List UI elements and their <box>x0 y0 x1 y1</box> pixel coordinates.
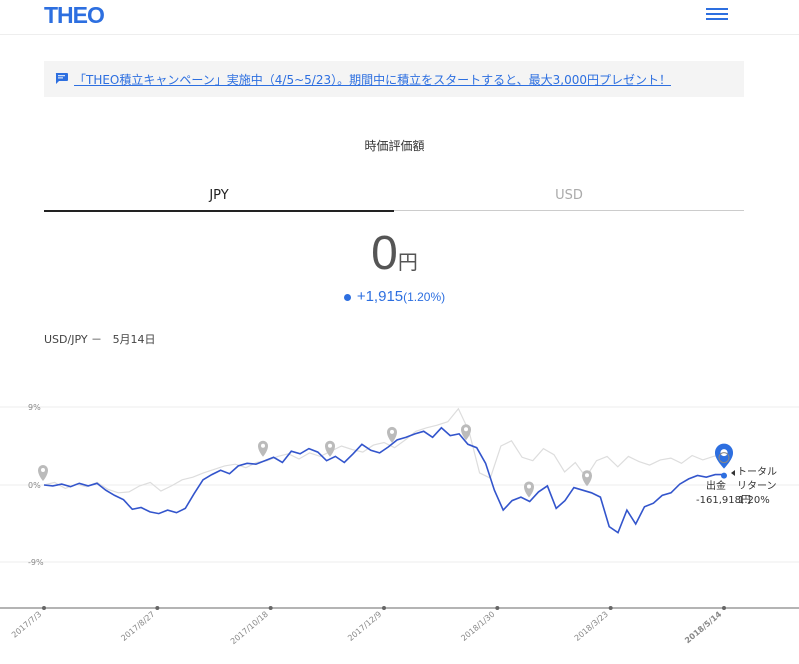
pin-body <box>524 481 534 498</box>
annotation-pct: 1.20% <box>738 495 770 506</box>
campaign-banner: 「THEO積立キャンペーン」実施中（4/5~5/23）。期間中に積立をスタートす… <box>44 61 744 97</box>
valuation-amount: 0円 <box>0 226 789 281</box>
end-pin-icon <box>715 443 733 469</box>
tick-dot <box>495 606 500 610</box>
end-ring <box>718 452 730 464</box>
x-tick-label: 2018/1/30 <box>459 610 496 643</box>
pin-hole <box>390 429 394 434</box>
pin-hole <box>328 443 332 448</box>
usd-jpy-rate: USD/JPY － 5月14日 <box>44 331 156 347</box>
hamburger-menu-icon[interactable] <box>706 8 728 22</box>
x-tick-label: 2018/5/14 <box>683 609 723 645</box>
tick-dot <box>608 606 613 610</box>
pin-hole <box>261 443 265 448</box>
annotation-出金: 出金 <box>706 479 726 492</box>
tick-dot <box>155 606 160 610</box>
tab-usd[interactable]: USD <box>394 188 744 211</box>
location-pin-icon <box>582 470 592 487</box>
location-pin-icon <box>258 440 268 457</box>
change-dot-icon <box>343 293 351 301</box>
tab-jpy[interactable]: JPY <box>44 188 394 212</box>
change-value: +1,915 <box>356 288 404 305</box>
amount-value: 0 <box>371 227 398 280</box>
end-pin-body <box>715 443 733 469</box>
location-pin-icon <box>387 426 397 443</box>
tick-dot <box>722 606 726 610</box>
pin-body <box>325 440 335 457</box>
tick-dot <box>268 606 273 610</box>
pin-hole <box>527 484 531 489</box>
pin-body <box>258 440 268 457</box>
tick-dot <box>42 606 46 610</box>
annotation-リターン: リターン <box>737 480 777 492</box>
pin-body <box>582 470 592 487</box>
grid-label: -9% <box>28 558 44 567</box>
top-bar: THEO <box>0 0 799 35</box>
rate-label: USD/JPY － <box>44 333 103 346</box>
pin-body <box>461 424 471 441</box>
grid-label: 0% <box>28 481 41 490</box>
location-pin-icon <box>461 424 471 441</box>
benchmark-line <box>43 407 725 494</box>
rate-date: 5月14日 <box>112 333 156 346</box>
pin-hole <box>585 473 589 478</box>
pin-hole <box>41 468 45 472</box>
location-pin-icon <box>325 440 335 457</box>
amount-unit: 円 <box>397 250 418 274</box>
pin-body <box>38 465 48 481</box>
annotation-arrow <box>731 470 735 476</box>
location-pin-icon <box>38 465 48 481</box>
grid-label: 9% <box>28 403 41 412</box>
valuation-change: +1,915(1.20%) <box>0 288 789 305</box>
location-pin-icon <box>524 481 534 498</box>
pin-hole <box>464 427 468 432</box>
end-point <box>721 472 727 479</box>
x-tick-label: 2018/3/23 <box>573 610 610 643</box>
message-icon <box>55 73 68 84</box>
x-tick-label: 2017/12/9 <box>346 610 383 643</box>
x-tick-label: 2017/10/18 <box>229 610 270 647</box>
x-tick-label: 2017/7/3 <box>10 610 43 640</box>
annotation-トータル: トータル <box>737 466 777 478</box>
theo-logo[interactable]: THEO <box>44 2 105 28</box>
pin-body <box>387 426 397 443</box>
section-title: 時価評価額 <box>364 139 425 153</box>
portfolio-line <box>43 426 724 534</box>
campaign-link[interactable]: 「THEO積立キャンペーン」実施中（4/5~5/23）。期間中に積立をスタートす… <box>74 73 671 87</box>
x-tick-label: 2017/8/27 <box>119 610 156 643</box>
annotation-value: -161,918円 <box>696 495 751 506</box>
change-percent: (1.20%) <box>403 290 446 304</box>
tick-dot <box>382 606 386 610</box>
